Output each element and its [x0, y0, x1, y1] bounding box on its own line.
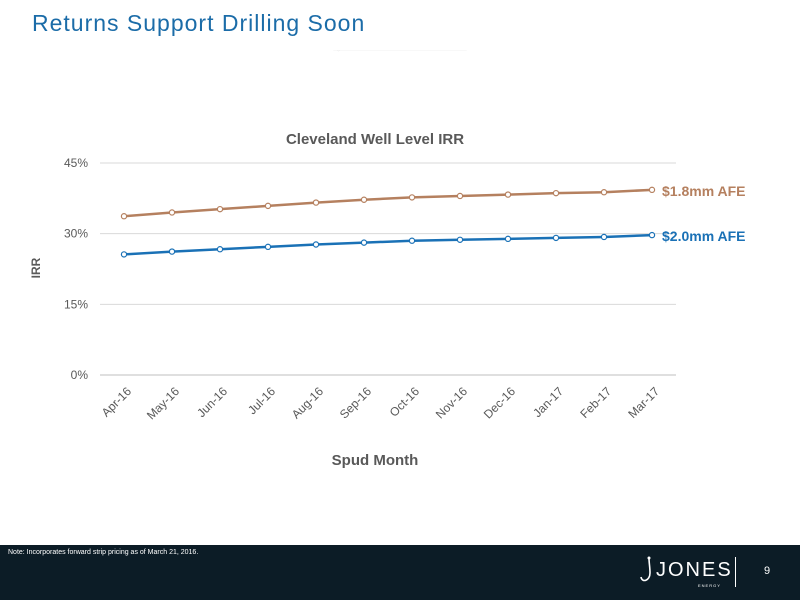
data-point	[456, 192, 464, 200]
data-point	[456, 236, 464, 243]
slide-title: Returns Support Drilling Soon	[32, 10, 366, 36]
data-point	[168, 248, 176, 255]
data-point	[120, 251, 128, 258]
y-tick-label: 45%	[64, 156, 88, 170]
logo-subtext: ENERGY	[698, 583, 721, 588]
y-tick-label: 0%	[71, 368, 89, 382]
data-point	[600, 233, 608, 241]
x-tick-label: Sep-16	[337, 384, 374, 421]
data-point	[120, 213, 128, 220]
y-tick-label: 15%	[64, 297, 88, 311]
y-tick-label: 30%	[64, 227, 88, 241]
x-tick-label: Apr-16	[99, 384, 135, 420]
series-line	[123, 188, 653, 218]
x-tick-label: Oct-16	[387, 384, 423, 420]
y-axis-label: IRR	[29, 257, 43, 278]
data-point	[360, 196, 368, 203]
data-point	[168, 209, 176, 216]
data-point	[648, 186, 656, 194]
data-point	[648, 231, 656, 239]
x-tick-label: Jun-16	[194, 384, 230, 420]
jones-energy-logo: JONES ENERGY	[636, 555, 736, 589]
x-tick-label: Dec-16	[481, 384, 518, 421]
data-point	[216, 246, 224, 253]
series-label: $1.8mm AFE	[662, 183, 746, 199]
data-point	[312, 241, 320, 248]
x-tick-label: Jan-17	[530, 384, 566, 420]
chart-title: Cleveland Well Level IRR	[286, 131, 464, 148]
footer-note: Note: Incorporates forward strip pricing…	[8, 549, 199, 556]
data-point	[408, 237, 416, 244]
data-point	[504, 235, 512, 243]
x-tick-label: Feb-17	[577, 384, 614, 421]
data-point	[600, 189, 608, 196]
x-tick-label: Mar-17	[625, 384, 662, 421]
data-point	[552, 189, 560, 197]
hook-icon	[640, 556, 651, 582]
x-axis-label: Spud Month	[332, 452, 419, 469]
x-tick-label: Nov-16	[433, 384, 470, 421]
x-tick-label: Aug-16	[289, 384, 326, 421]
title-divider	[333, 50, 467, 52]
logo-wordmark: JONES	[656, 559, 733, 581]
series-line	[123, 233, 653, 256]
irr-line-chart: Cleveland Well Level IRR IRR Spud Month …	[29, 131, 746, 469]
x-tick-label: Jul-16	[245, 384, 278, 417]
data-point	[264, 202, 272, 210]
data-point	[360, 239, 368, 246]
page-number: 9	[764, 565, 771, 577]
series-label: $2.0mm AFE	[662, 228, 746, 244]
footer-divider	[735, 557, 736, 587]
data-point	[408, 194, 416, 201]
data-point	[216, 205, 224, 213]
data-point	[264, 243, 272, 251]
footer-bar: Note: Incorporates forward strip pricing…	[0, 545, 800, 600]
data-point	[504, 191, 512, 198]
x-tick-label: May-16	[144, 384, 182, 422]
data-point	[312, 199, 320, 206]
data-point	[552, 234, 560, 242]
